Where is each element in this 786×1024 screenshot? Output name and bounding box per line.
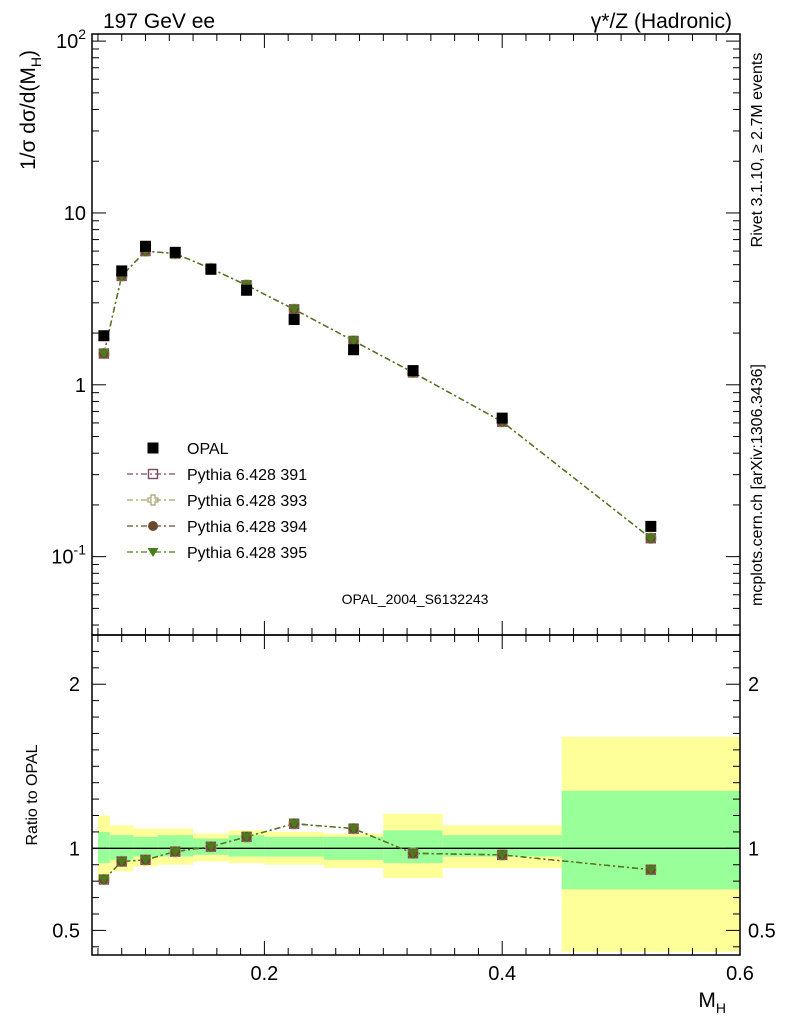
- ratio-marker: [241, 832, 253, 842]
- x-axis-label-text: MH: [698, 989, 726, 1016]
- ratio-marker: [496, 850, 508, 860]
- legend-label: Pythia 6.428 394: [187, 519, 307, 536]
- main-y-axis-label: 1/σ dσ/d(MH): [17, 50, 44, 170]
- data-point: [98, 330, 110, 342]
- ratio-uncertainty-bands: [92, 736, 740, 952]
- legend-marker: [147, 468, 159, 480]
- data-point: [140, 240, 152, 252]
- ratio-frame-box: [91, 634, 741, 956]
- ratio-ticks: 0.5 0.5 1 1 2 2 0.2 0.4 0.6: [52, 634, 776, 985]
- main-y-axis-label-text: 1/σ dσ/d(MH): [17, 50, 44, 170]
- ratio-y-axis-label: Ratio to OPAL: [24, 744, 41, 845]
- legend-label: Pythia 6.428 395: [187, 545, 307, 562]
- legend-marker: [148, 521, 158, 531]
- ratio-y-tick-label-right: 2: [748, 674, 759, 696]
- data-point: [645, 520, 657, 532]
- ratio-marker: [288, 819, 300, 829]
- inner-band: [157, 835, 194, 857]
- analysis-watermark: OPAL_2004_S6132243: [342, 591, 489, 607]
- data-point: [116, 265, 128, 277]
- ratio-y-tick-label-right: 1: [748, 838, 759, 860]
- inner-band: [133, 836, 158, 857]
- main-panel: 102 10 1 10-1 OPAL_2004_S6132243 1/σ dσ/d(M…: [17, 26, 741, 636]
- ratio-y-tick-label: 2: [69, 674, 80, 696]
- mc-marker: [98, 349, 110, 359]
- main-plot-background: [92, 34, 740, 635]
- legend: OPAL Pythia 6.428 391 Pythia 6.428 393 Pyth…: [127, 441, 307, 562]
- legend-label: OPAL: [187, 441, 229, 458]
- data-point: [407, 365, 419, 377]
- main-mc-curves: [103, 250, 652, 539]
- main-plot-area: [92, 34, 740, 635]
- ratio-marker: [98, 875, 110, 885]
- y-tick-label: 1: [75, 375, 86, 397]
- legend-marker: [147, 548, 159, 557]
- ratio-marker: [169, 847, 181, 857]
- ratio-marker: [140, 855, 152, 865]
- rivet-version-label: Rivet 3.1.10, ≥ 2.7M events: [749, 53, 766, 248]
- mc-marker: [645, 534, 657, 544]
- ratio-y-tick-label: 0.5: [52, 920, 80, 942]
- data-point: [348, 344, 360, 356]
- y-tick-label: 10: [64, 203, 86, 225]
- data-point: [169, 246, 181, 258]
- ratio-mc-curves: [98, 818, 657, 886]
- legend-marker: [147, 442, 159, 454]
- y-tick-label: 102: [56, 26, 86, 53]
- legend-label: Pythia 6.428 391: [187, 467, 307, 484]
- x-axis-label: MH: [698, 989, 726, 1016]
- legend-marker: [147, 494, 159, 506]
- main-data-points: [98, 240, 657, 544]
- inner-band: [442, 835, 562, 857]
- mc-marker: [348, 336, 360, 346]
- data-point: [496, 412, 508, 424]
- right-title: γ*/Z (Hadronic): [591, 10, 732, 33]
- ratio-y-tick-label: 1: [69, 838, 80, 860]
- x-tick-label: 0.4: [488, 963, 516, 985]
- ratio-y-tick-label-right: 0.5: [748, 920, 776, 942]
- data-point: [241, 284, 253, 296]
- mc-marker: [288, 305, 300, 315]
- legend-label: Pythia 6.428 393: [187, 493, 307, 510]
- inner-band: [264, 836, 324, 857]
- x-tick-label: 0.6: [726, 963, 754, 985]
- ratio-marker: [116, 857, 128, 867]
- left-title: 197 GeV ee: [103, 10, 215, 33]
- mcplots-label: mcplots.cern.ch [arXiv:1306.3436]: [749, 364, 766, 606]
- data-point: [205, 263, 217, 275]
- ratio-panel: 0.5 0.5 1 1 2 2 0.2 0.4 0.6 Ratio to OPAL MH: [24, 634, 776, 1016]
- x-tick-label: 0.2: [250, 963, 278, 985]
- ratio-marker: [348, 824, 360, 834]
- ratio-marker: [645, 865, 657, 875]
- ratio-marker: [205, 842, 217, 852]
- inner-band: [97, 831, 110, 864]
- inner-band: [228, 835, 265, 857]
- mc-curve-line: [103, 250, 652, 539]
- ratio-marker: [407, 849, 419, 859]
- main-y-ticks: 102 10 1 10-1: [51, 26, 741, 635]
- data-point: [288, 313, 300, 325]
- ratio-frame: [91, 634, 741, 956]
- y-tick-label: 10-1: [51, 542, 86, 569]
- inner-band: [109, 835, 134, 860]
